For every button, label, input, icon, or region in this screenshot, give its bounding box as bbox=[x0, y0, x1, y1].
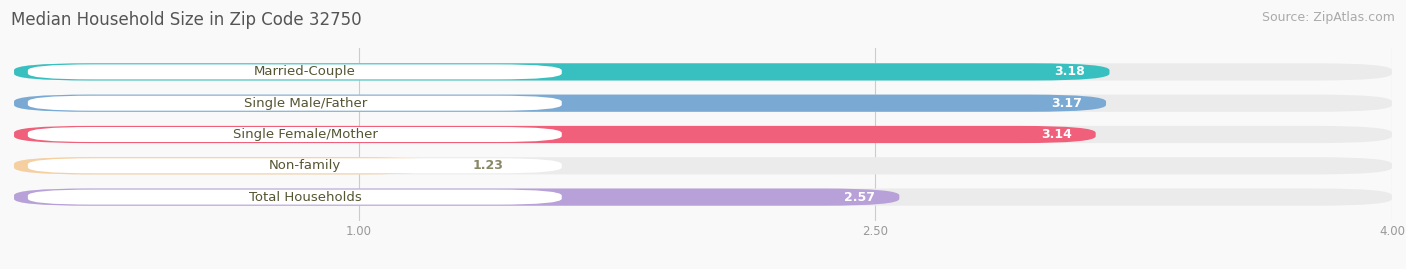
FancyBboxPatch shape bbox=[14, 95, 1392, 112]
FancyBboxPatch shape bbox=[14, 63, 1392, 80]
Text: Total Households: Total Households bbox=[249, 191, 361, 204]
Text: 2.57: 2.57 bbox=[844, 191, 875, 204]
Text: 1.23: 1.23 bbox=[472, 159, 503, 172]
Text: 3.14: 3.14 bbox=[1040, 128, 1071, 141]
Text: Non-family: Non-family bbox=[269, 159, 342, 172]
Text: Source: ZipAtlas.com: Source: ZipAtlas.com bbox=[1261, 11, 1395, 24]
FancyBboxPatch shape bbox=[14, 157, 1392, 174]
FancyBboxPatch shape bbox=[28, 96, 562, 111]
Text: Median Household Size in Zip Code 32750: Median Household Size in Zip Code 32750 bbox=[11, 11, 361, 29]
FancyBboxPatch shape bbox=[14, 126, 1095, 143]
FancyBboxPatch shape bbox=[28, 190, 562, 205]
FancyBboxPatch shape bbox=[14, 157, 437, 174]
FancyBboxPatch shape bbox=[28, 127, 562, 142]
FancyBboxPatch shape bbox=[28, 64, 562, 79]
FancyBboxPatch shape bbox=[14, 189, 900, 206]
FancyBboxPatch shape bbox=[14, 63, 1109, 80]
Text: Single Male/Father: Single Male/Father bbox=[243, 97, 367, 110]
FancyBboxPatch shape bbox=[28, 158, 562, 173]
FancyBboxPatch shape bbox=[14, 126, 1392, 143]
Text: Married-Couple: Married-Couple bbox=[254, 65, 356, 78]
Text: 3.18: 3.18 bbox=[1054, 65, 1085, 78]
Text: Single Female/Mother: Single Female/Mother bbox=[233, 128, 378, 141]
FancyBboxPatch shape bbox=[14, 189, 1392, 206]
FancyBboxPatch shape bbox=[14, 95, 1107, 112]
Text: 3.17: 3.17 bbox=[1052, 97, 1083, 110]
